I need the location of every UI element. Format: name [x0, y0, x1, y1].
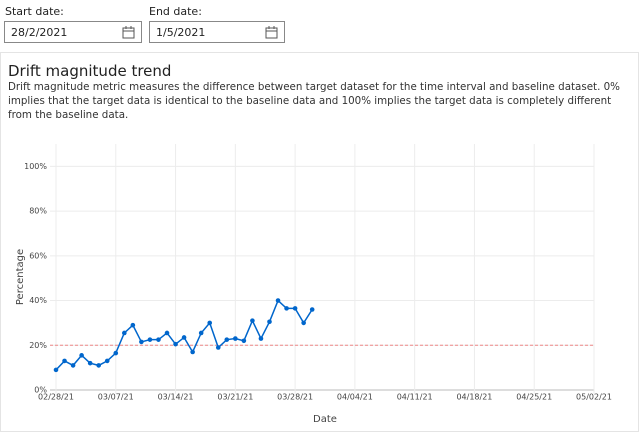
- x-axis-label: Date: [313, 414, 337, 425]
- x-tick-label: 03/21/21: [217, 393, 253, 402]
- data-point: [70, 363, 76, 368]
- data-point: [250, 318, 255, 323]
- data-point: [267, 319, 272, 325]
- data-point: [122, 330, 127, 336]
- calendar-icon[interactable]: [265, 26, 278, 39]
- start-label: Start date:: [5, 5, 64, 18]
- y-tick-label: 0%: [34, 386, 47, 395]
- y-tick-label: 100%: [24, 162, 47, 171]
- data-point: [224, 337, 230, 342]
- start-date-value: 28/2/2021: [11, 26, 68, 39]
- chart-description: Drift magnitude metric measures the diff…: [8, 81, 620, 121]
- y-tick-label: 60%: [29, 251, 47, 260]
- data-point: [79, 353, 84, 358]
- data-point: [241, 338, 247, 344]
- x-tick-label: 03/14/21: [158, 393, 194, 402]
- end-date-input[interactable]: 1/5/2021: [149, 21, 285, 43]
- data-point: [130, 322, 136, 328]
- y-tick-label: 40%: [29, 296, 47, 305]
- data-point: [207, 320, 213, 326]
- data-point: [198, 330, 204, 336]
- x-tick-label: 04/11/21: [397, 393, 433, 402]
- data-point: [233, 336, 238, 341]
- start-date-input[interactable]: 28/2/2021: [4, 21, 142, 43]
- x-tick-label: 04/25/21: [516, 393, 552, 402]
- y-tick-label: 20%: [29, 341, 47, 350]
- data-point: [87, 360, 93, 366]
- x-tick-label: 04/04/21: [337, 393, 373, 402]
- chart-title: Drift magnitude trend: [8, 62, 172, 80]
- data-point: [258, 336, 264, 341]
- data-point: [139, 339, 144, 345]
- x-tick-label: 04/18/21: [456, 393, 492, 402]
- end-label: End date:: [149, 5, 202, 18]
- data-point: [309, 307, 315, 312]
- end-date-value: 1/5/2021: [156, 26, 206, 39]
- data-point: [147, 337, 153, 342]
- data-point: [113, 350, 119, 356]
- data-point: [53, 367, 59, 373]
- data-point: [96, 363, 101, 368]
- data-point: [284, 306, 289, 311]
- x-tick-label: 03/07/21: [98, 393, 134, 402]
- data-point: [301, 320, 306, 326]
- x-tick-label: 02/28/21: [38, 393, 74, 402]
- data-point: [190, 349, 195, 355]
- data-point: [292, 306, 298, 311]
- y-axis-label: Percentage: [15, 249, 26, 305]
- data-point: [181, 335, 187, 340]
- data-point: [215, 345, 221, 350]
- data-point: [173, 341, 178, 347]
- y-tick-label: 80%: [29, 207, 47, 216]
- calendar-icon[interactable]: [122, 26, 135, 39]
- data-point: [275, 298, 281, 303]
- x-tick-label: 05/02/21: [576, 393, 612, 402]
- data-point: [62, 358, 67, 364]
- x-tick-label: 03/28/21: [277, 393, 313, 402]
- data-point: [104, 358, 110, 364]
- data-point: [164, 330, 170, 336]
- data-point: [156, 337, 161, 342]
